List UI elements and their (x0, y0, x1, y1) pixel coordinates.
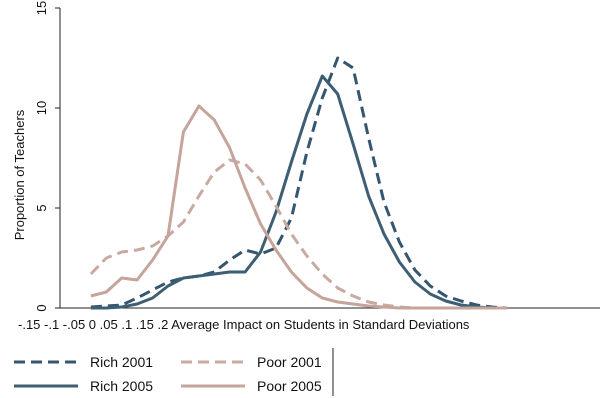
series-lines (89, 56, 508, 310)
legend: Rich 2001 Poor 2001 Rich 2005 Poor 2005 (14, 348, 334, 396)
y-tick-label: 0 (34, 304, 49, 311)
legend-label: Rich 2005 (90, 378, 153, 394)
legend-label: Rich 2001 (90, 354, 153, 370)
legend-label: Poor 2005 (257, 378, 322, 394)
series-line-poor-2005 (90, 104, 508, 310)
y-tick-label: 5 (34, 204, 49, 211)
y-tick-label: 15 (34, 1, 49, 15)
axes (59, 8, 600, 309)
y-axis-label: Proportion of Teachers (12, 109, 27, 240)
y-ticks: 0 5 10 15 (34, 1, 60, 312)
x-tick-labels: -.15 -.1 -.05 0 .05 .1 .15 .2 Average Im… (18, 317, 470, 332)
legend-label: Poor 2001 (257, 354, 322, 370)
y-tick-label: 10 (34, 101, 49, 115)
series-line-rich-2001 (90, 56, 508, 310)
series-line-rich-2005 (90, 74, 508, 310)
series-line-poor-2001 (89, 158, 508, 310)
